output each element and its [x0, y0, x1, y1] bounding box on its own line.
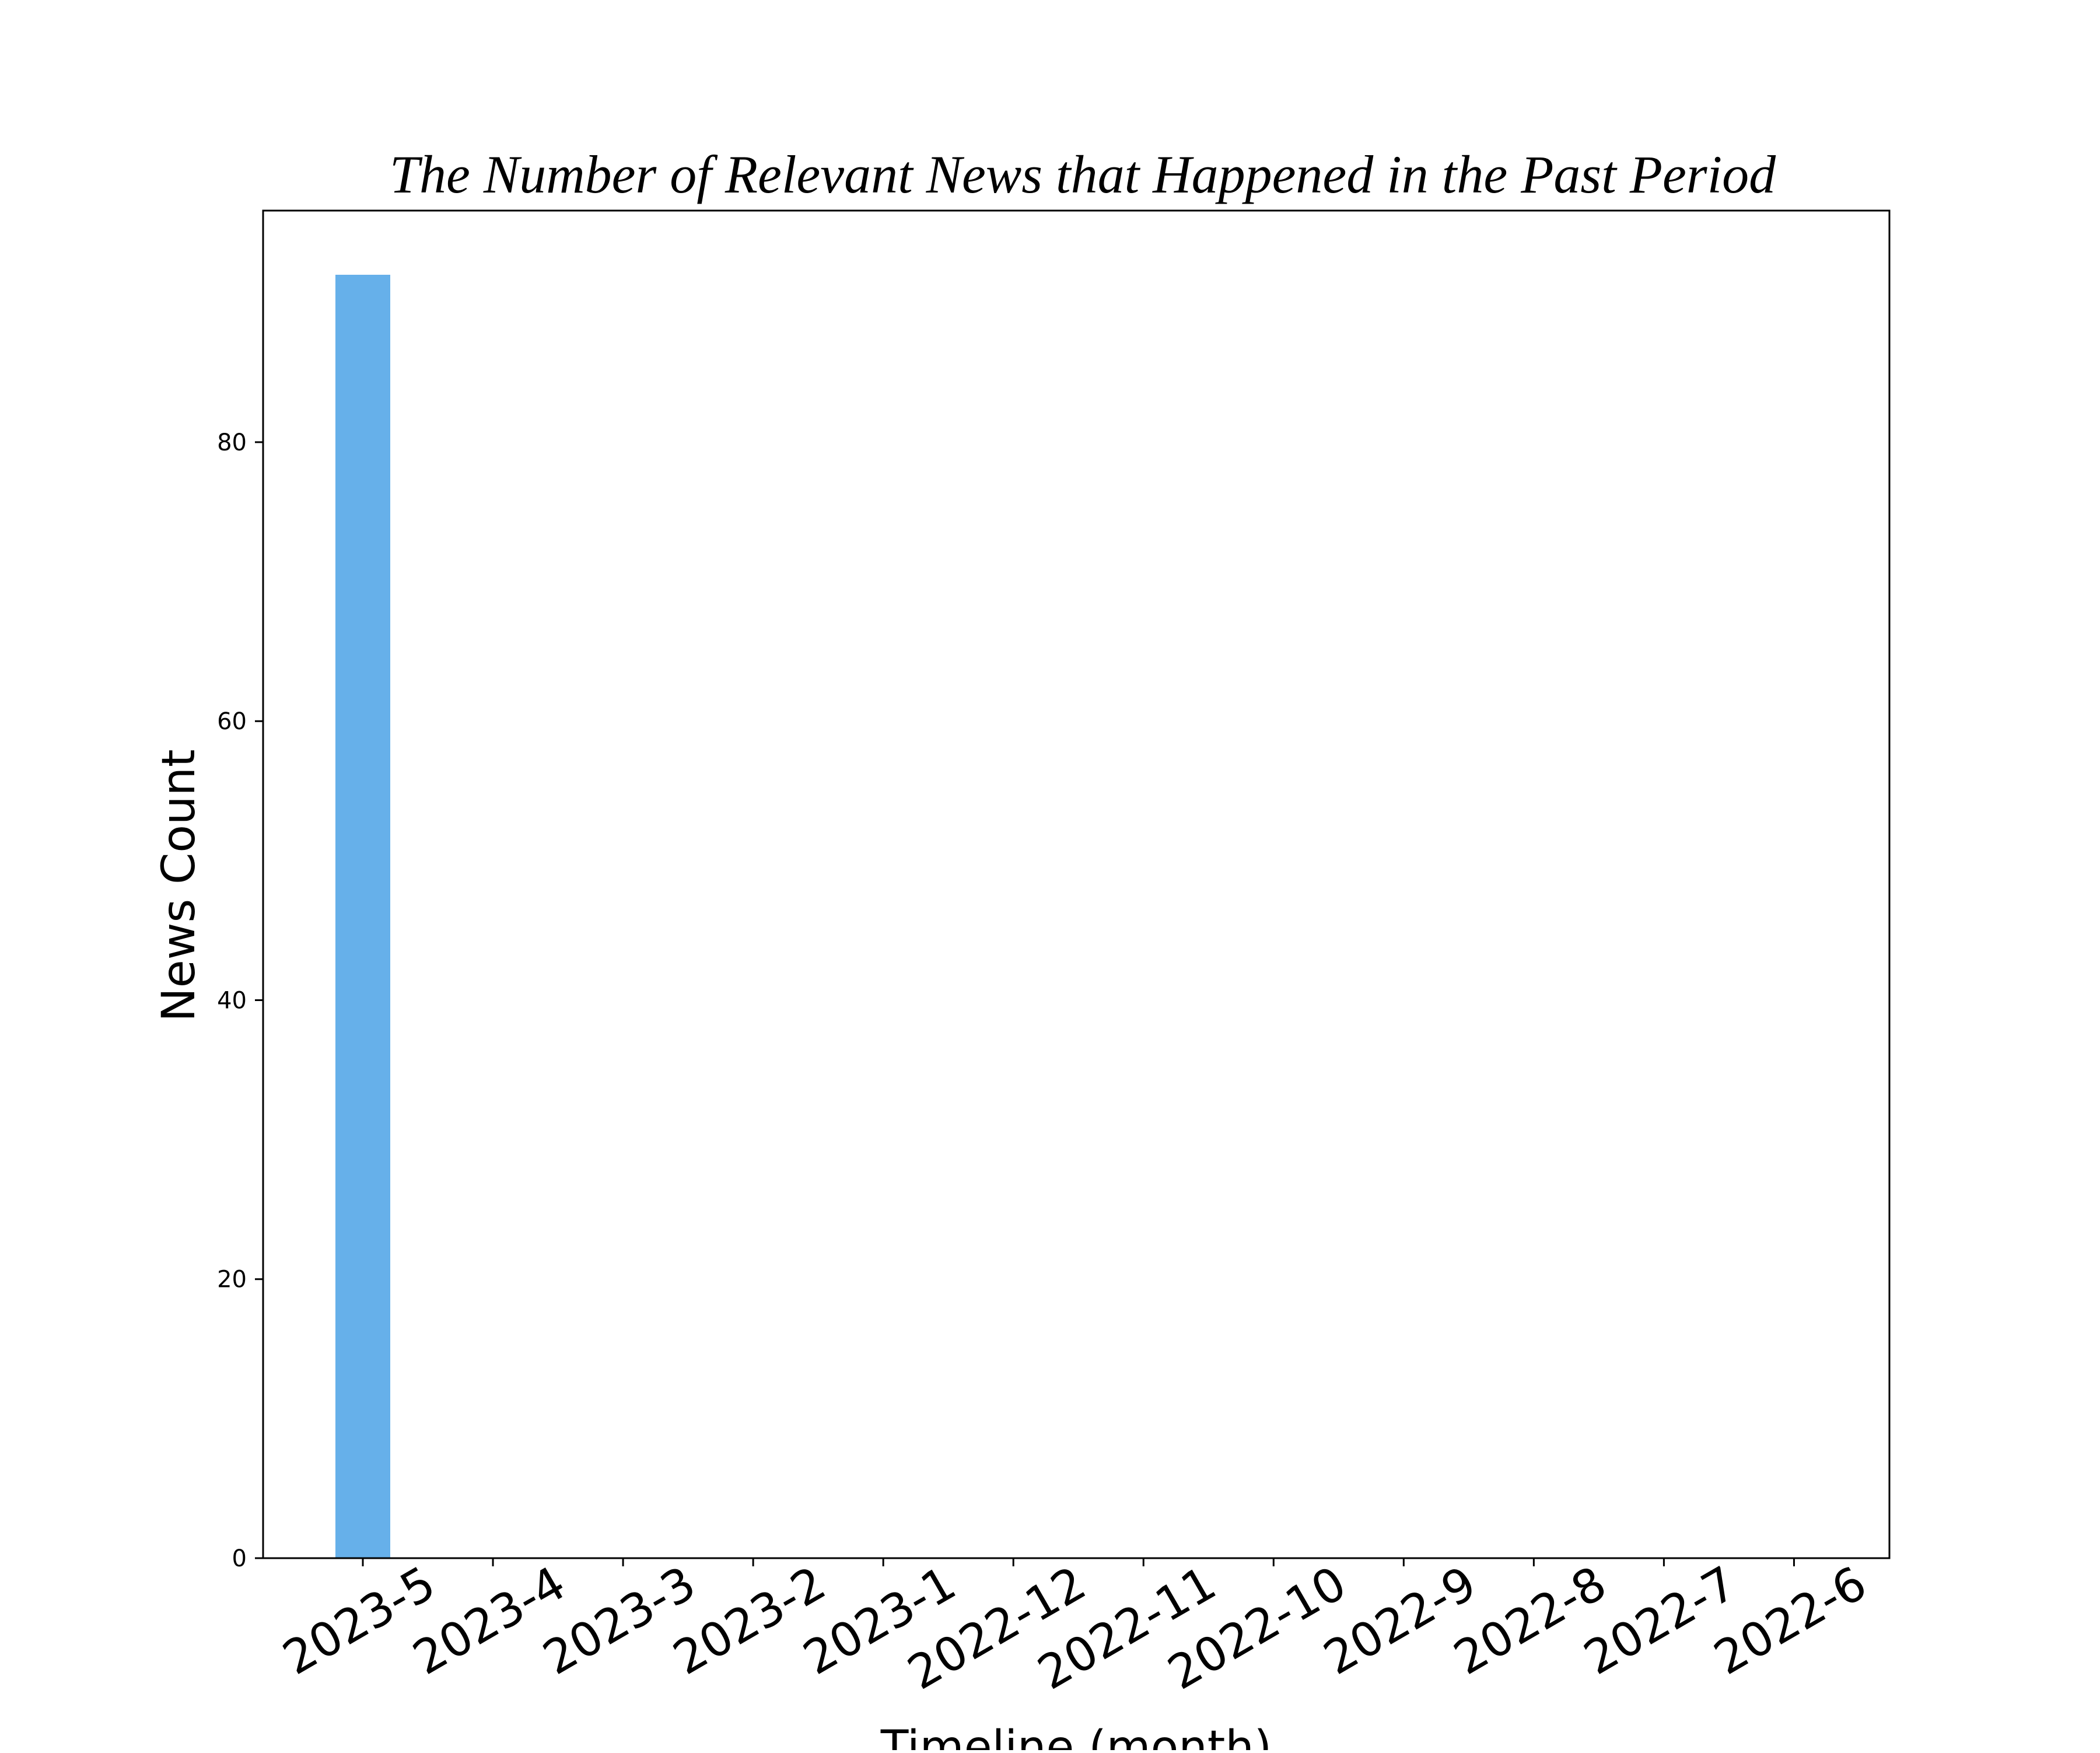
plot-frame [262, 209, 1891, 1559]
x-tick-label: 2022-9 [1315, 1556, 1485, 1685]
y-tick-label: 20 [217, 1266, 247, 1293]
y-tick-label: 80 [217, 429, 247, 456]
chart-title: The Number of Relevant News that Happene… [390, 145, 1776, 204]
x-tick-label: 2023-3 [534, 1556, 705, 1685]
y-tick-label: 0 [232, 1545, 247, 1572]
bar-2023-5 [335, 275, 390, 1558]
y-axis: 0 20 40 60 80 [217, 429, 263, 1572]
x-tick-label: 2022-7 [1575, 1556, 1745, 1685]
y-axis-label: News Count [153, 749, 205, 1021]
x-tick-label: 2022-8 [1445, 1556, 1615, 1685]
x-tick-label: 2023-2 [664, 1556, 835, 1685]
bars-group [335, 275, 390, 1558]
x-tick-label: 2023-4 [404, 1556, 575, 1685]
y-tick-label: 40 [217, 987, 247, 1014]
x-tick-label: 2022-6 [1705, 1556, 1875, 1685]
x-axis-label: Timeline (month) [880, 1721, 1272, 1750]
y-tick-label: 60 [217, 708, 247, 735]
x-tick-label: 2023-5 [274, 1556, 444, 1685]
x-axis: 2023-52023-42023-32023-22023-12022-12202… [274, 1556, 1875, 1700]
